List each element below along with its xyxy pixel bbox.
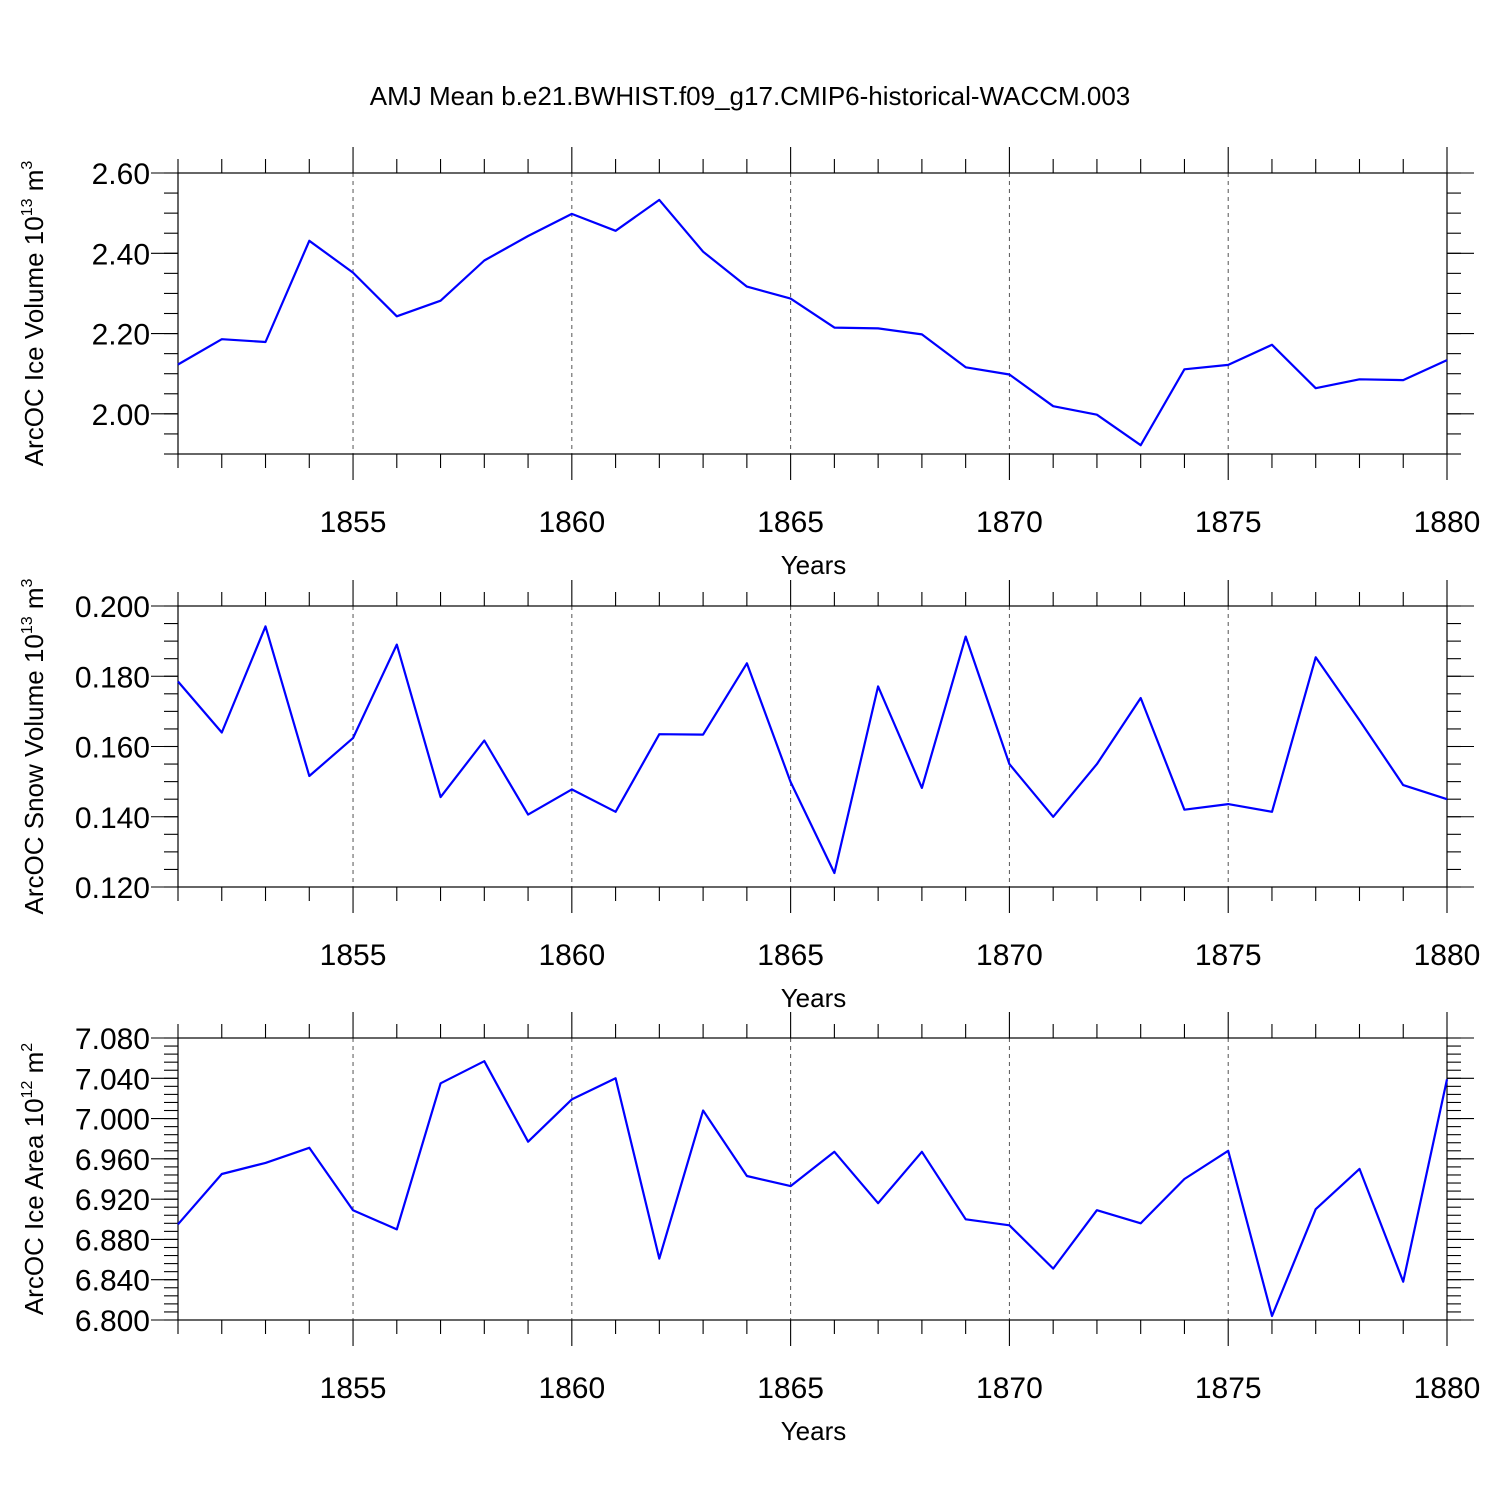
y-tick-label: 2.00 xyxy=(92,399,150,432)
y-tick-label: 0.140 xyxy=(75,802,150,835)
y-tick-label: 6.960 xyxy=(75,1144,150,1177)
y-axis-label-text: ArcOC Ice Volume 10 xyxy=(19,216,49,466)
y-axis-label-unit: m xyxy=(19,1052,49,1081)
x-tick-label: 1880 xyxy=(1414,939,1481,972)
x-tick-label: 1875 xyxy=(1195,1372,1262,1405)
y-tick-label: 0.200 xyxy=(75,591,150,624)
plot-frame xyxy=(177,172,1448,455)
y-tick-label: 0.160 xyxy=(75,732,150,765)
y-axis-label-exponent: 13 xyxy=(19,616,36,634)
plot-frame xyxy=(177,1037,1448,1321)
y-tick-label: 2.20 xyxy=(92,319,150,352)
y-axis-label-text: ArcOC Snow Volume 10 xyxy=(19,634,49,914)
y-tick-label: 2.40 xyxy=(92,238,150,271)
x-tick-label: 1855 xyxy=(320,939,387,972)
x-tick-label: 1860 xyxy=(538,939,605,972)
x-axis-label: Years xyxy=(781,983,847,1013)
series-line xyxy=(177,625,1448,875)
panel-1: 2.60 2.40 2.20 2.00 1855 1860 1865 1870 1875 1880… xyxy=(19,147,1480,580)
y-axis-label-unit-exponent: 3 xyxy=(19,161,36,170)
x-tick-label: 1880 xyxy=(1414,506,1481,539)
x-tick-label: 1865 xyxy=(757,506,824,539)
y-tick-label: 6.880 xyxy=(75,1224,150,1257)
y-tick-label: 7.000 xyxy=(75,1104,150,1137)
x-tick-label: 1870 xyxy=(976,939,1043,972)
y-axis-label: ArcOC Ice Volume 1013 m3 xyxy=(19,161,49,467)
x-tick-label: 1875 xyxy=(1195,939,1262,972)
y-tick-label: 0.180 xyxy=(75,661,150,694)
figure-title: AMJ Mean b.e21.BWHIST.f09_g17.CMIP6-hist… xyxy=(370,81,1131,111)
x-axis-label: Years xyxy=(781,550,847,580)
series-line xyxy=(177,198,1448,447)
y-tick-label: 7.080 xyxy=(75,1023,150,1056)
x-tick-label: 1865 xyxy=(757,1372,824,1405)
y-axis-label-unit: m xyxy=(19,587,49,616)
x-tick-label: 1875 xyxy=(1195,506,1262,539)
y-tick-label: 6.840 xyxy=(75,1265,150,1298)
y-tick-label: 2.60 xyxy=(92,158,150,191)
plot-frame xyxy=(177,605,1448,888)
x-tick-label: 1870 xyxy=(976,506,1043,539)
x-tick-label: 1855 xyxy=(320,506,387,539)
x-tick-label: 1870 xyxy=(976,1372,1043,1405)
x-tick-label: 1865 xyxy=(757,939,824,972)
y-tick-label: 6.800 xyxy=(75,1305,150,1338)
y-axis-label: ArcOC Ice Area 1012 m2 xyxy=(19,1043,49,1315)
x-tick-label: 1855 xyxy=(320,1372,387,1405)
x-tick-label: 1860 xyxy=(538,506,605,539)
panel-3: 7.080 7.040 7.000 6.960 6.920 6.880 6.840 6.800… xyxy=(19,1012,1480,1446)
x-axis-label: Years xyxy=(781,1416,847,1446)
y-axis-label-exponent: 13 xyxy=(19,198,36,216)
y-axis-label: ArcOC Snow Volume 1013 m3 xyxy=(19,578,49,914)
panel-2: 0.200 0.180 0.160 0.140 0.120 1855 1860 1865 187… xyxy=(19,578,1480,1013)
y-axis-label-unit: m xyxy=(19,170,49,199)
series-line xyxy=(177,1060,1449,1318)
x-tick-label: 1860 xyxy=(538,1372,605,1405)
y-tick-label: 7.040 xyxy=(75,1063,150,1096)
y-axis-label-text: ArcOC Ice Area 10 xyxy=(19,1098,49,1315)
y-axis-label-unit-exponent: 2 xyxy=(19,1043,36,1052)
panels: 2.60 2.40 2.20 2.00 1855 1860 1865 1870 1875 1880… xyxy=(19,147,1480,1446)
y-axis-label-unit-exponent: 3 xyxy=(19,578,36,587)
y-axis-label-exponent: 12 xyxy=(19,1081,36,1099)
x-tick-label: 1880 xyxy=(1414,1372,1481,1405)
y-tick-label: 6.920 xyxy=(75,1184,150,1217)
y-tick-label: 0.120 xyxy=(75,872,150,905)
